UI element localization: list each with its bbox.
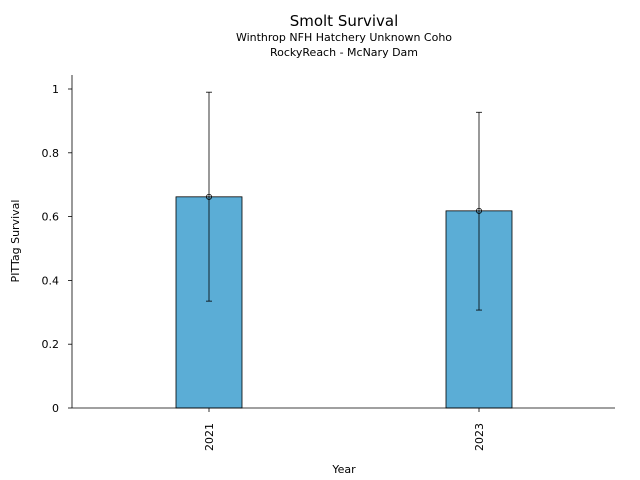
point-marker-2021 (205, 193, 212, 200)
y-tick-label: 0.8 (42, 147, 60, 160)
y-tick-label: 0.6 (42, 211, 60, 224)
chart-subtitle-line-2: RockyReach - McNary Dam (269, 46, 419, 59)
y-tick-label: 0.4 (42, 274, 60, 287)
y-tick-label: 1 (52, 83, 59, 96)
y-tick-label: 0 (52, 402, 59, 415)
x-axis-label: Year (331, 463, 356, 476)
x-tick-label: 2023 (473, 423, 486, 451)
chart-subtitle-line-1: Winthrop NFH Hatchery Unknown Coho (235, 31, 453, 44)
y-tick-label: 0.2 (42, 338, 60, 351)
x-tick-label: 2021 (203, 423, 216, 451)
point-marker-2023 (475, 207, 482, 214)
chart-title: Smolt Survival (289, 12, 399, 30)
y-axis-label: PITTag Survival (9, 200, 22, 283)
